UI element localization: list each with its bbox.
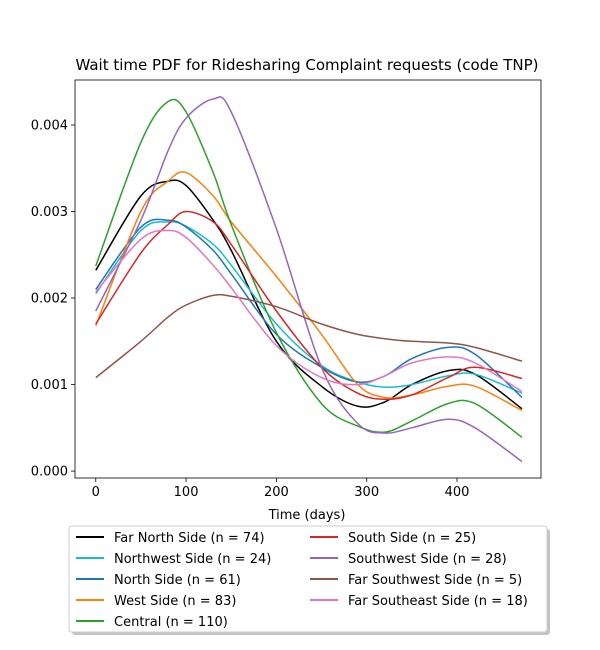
legend-label-6: Southwest Side (n = 28) — [348, 552, 507, 567]
legend-label-5: South Side (n = 25) — [348, 531, 476, 546]
plot-area — [74, 79, 542, 479]
y-axis: 0.000 0.001 0.002 0.003 0.004 — [31, 118, 75, 480]
x-tick-label-3: 300 — [354, 485, 379, 500]
legend-label-1: Northwest Side (n = 24) — [114, 552, 271, 567]
legend-label-3: West Side (n = 83) — [114, 594, 236, 609]
series-line-8 — [95, 229, 523, 393]
series-line-3 — [95, 171, 523, 412]
legend: Far North Side (n = 74) Northwest Side (n… — [68, 525, 550, 635]
series-line-1 — [95, 220, 523, 394]
legend-box — [68, 525, 548, 633]
x-tick-label-0: 0 — [92, 485, 100, 500]
chart-title: Wait time PDF for Ridesharing Complaint … — [75, 56, 538, 74]
series-line-4 — [95, 98, 523, 438]
x-axis: 0 100 200 300 400 — [92, 478, 470, 500]
series-lines — [95, 96, 523, 463]
x-tick-label-4: 400 — [445, 485, 470, 500]
legend-label-2: North Side (n = 61) — [114, 573, 241, 588]
legend-label-8: Far Southeast Side (n = 18) — [348, 594, 528, 609]
x-tick-label-2: 200 — [264, 485, 289, 500]
x-tick-label-1: 100 — [174, 485, 199, 500]
series-line-2 — [95, 218, 523, 399]
plot-frame — [74, 79, 542, 479]
series-line-7 — [95, 293, 523, 379]
y-tick-label-1: 0.001 — [31, 378, 68, 393]
legend-label-7: Far Southwest Side (n = 5) — [348, 573, 522, 588]
legend-label-0: Far North Side (n = 74) — [114, 531, 265, 546]
x-axis-label: Time (days) — [268, 508, 346, 523]
series-line-6 — [95, 96, 523, 463]
y-tick-label-3: 0.003 — [31, 205, 68, 220]
y-tick-label-4: 0.004 — [31, 118, 68, 133]
series-line-5 — [95, 210, 523, 401]
legend-label-4: Central (n = 110) — [114, 615, 228, 630]
y-tick-label-0: 0.000 — [31, 465, 68, 480]
y-tick-label-2: 0.002 — [31, 292, 68, 307]
